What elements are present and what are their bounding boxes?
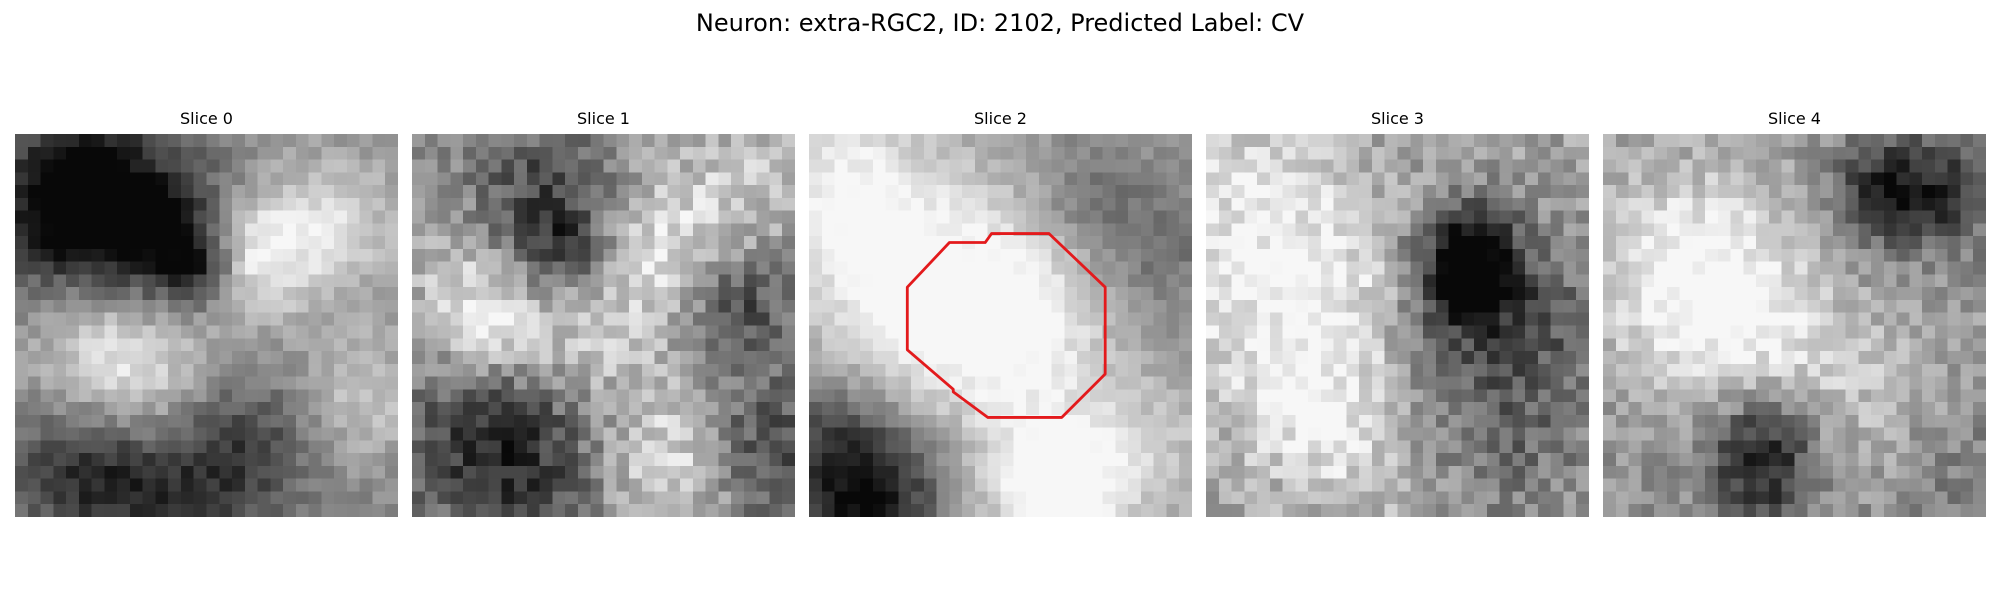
slice-image-1	[412, 134, 795, 517]
slice-image-3	[1206, 134, 1589, 517]
slice-panel-3: Slice 3	[1206, 108, 1589, 517]
slice-title-0: Slice 0	[180, 109, 233, 128]
slice-panel-4: Slice 4	[1603, 108, 1986, 517]
slice-image-2	[809, 134, 1192, 517]
slice-title-4: Slice 4	[1768, 109, 1821, 128]
slice-image-0	[15, 134, 398, 517]
slice-title-2: Slice 2	[974, 109, 1027, 128]
roi-outline	[905, 232, 1107, 419]
slice-panel-0: Slice 0	[15, 108, 398, 517]
slice-image-4	[1603, 134, 1986, 517]
slice-panel-1: Slice 1	[412, 108, 795, 517]
slice-panel-2: Slice 2	[809, 108, 1192, 517]
figure-title: Neuron: extra-RGC2, ID: 2102, Predicted …	[695, 9, 1305, 37]
slice-title-1: Slice 1	[577, 109, 630, 128]
slice-title-3: Slice 3	[1371, 109, 1424, 128]
